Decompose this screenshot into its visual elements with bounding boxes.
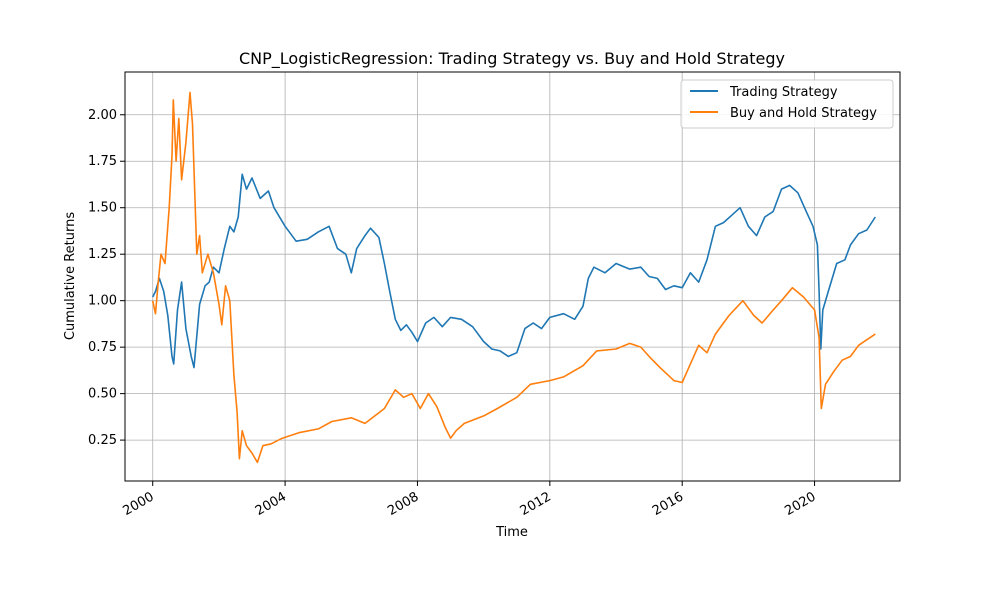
y-tick-label: 1.25 xyxy=(88,247,117,262)
y-axis-ticks: 0.25 0.50 0.75 1.00 1.25 1.50 1.75 2.00 xyxy=(88,108,125,448)
y-tick-label: 0.50 xyxy=(88,387,117,402)
y-tick-label: 1.75 xyxy=(88,154,117,169)
chart-title: CNP_LogisticRegression: Trading Strategy… xyxy=(239,49,785,69)
series-line-buy-and-hold xyxy=(151,91,876,464)
y-tick-label: 1.00 xyxy=(88,294,117,309)
grid-lines xyxy=(125,72,900,481)
legend-label-buy-hold: Buy and Hold Strategy xyxy=(730,106,877,121)
y-tick-label: 0.75 xyxy=(88,340,117,355)
plot-frame xyxy=(124,71,901,482)
x-axis-label: Time xyxy=(495,525,528,540)
y-tick-label: 0.25 xyxy=(88,433,117,448)
y-tick-label: 1.50 xyxy=(88,201,117,216)
series-lines xyxy=(151,91,876,464)
y-axis-label: Cumulative Returns xyxy=(63,212,78,340)
legend-label-trading: Trading Strategy xyxy=(729,85,838,100)
legend: Trading Strategy Buy and Hold Strategy xyxy=(680,79,894,129)
legend-box xyxy=(680,79,894,129)
y-tick-label: 2.00 xyxy=(88,108,117,123)
series-line-trading-strategy xyxy=(151,173,876,369)
